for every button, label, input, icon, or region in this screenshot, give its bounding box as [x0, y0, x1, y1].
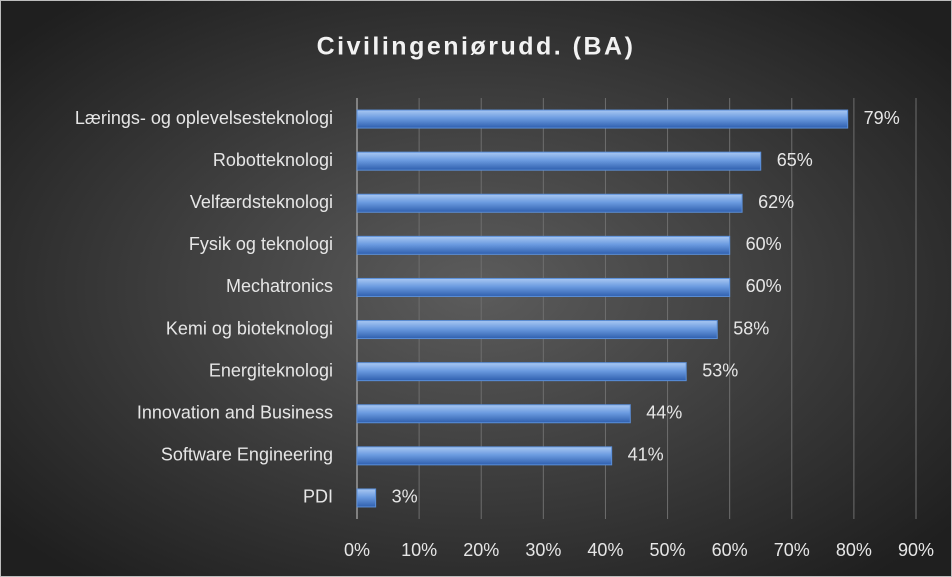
bar	[356, 193, 743, 213]
data-label: 3%	[392, 487, 418, 507]
category-label: Fysik og teknologi	[189, 234, 333, 254]
category-label: Software Engineering	[161, 445, 333, 465]
bar	[356, 362, 687, 382]
bar	[356, 109, 849, 129]
bar	[356, 235, 731, 255]
category-label: Innovation and Business	[137, 403, 333, 423]
category-label: Mechatronics	[226, 276, 333, 296]
x-tick-label: 70%	[774, 540, 810, 560]
category-label: Kemi og bioteknologi	[166, 318, 333, 338]
bar	[356, 277, 731, 297]
category-label: Robotteknologi	[213, 150, 333, 170]
data-label: 60%	[746, 234, 782, 254]
bar	[356, 488, 377, 508]
data-label: 58%	[733, 318, 769, 338]
x-tick-label: 20%	[463, 540, 499, 560]
x-tick-label: 10%	[401, 540, 437, 560]
data-label: 79%	[864, 108, 900, 128]
x-tick-label: 90%	[898, 540, 934, 560]
data-label: 62%	[758, 192, 794, 212]
category-label: Velfærdsteknologi	[190, 192, 333, 212]
x-tick-label: 0%	[344, 540, 370, 560]
data-label: 41%	[628, 445, 664, 465]
bar	[356, 151, 762, 171]
bar	[356, 320, 718, 340]
data-label: 60%	[746, 276, 782, 296]
x-tick-label: 80%	[836, 540, 872, 560]
category-label: PDI	[303, 487, 333, 507]
x-tick-label: 60%	[712, 540, 748, 560]
category-label: Lærings- og oplevelsesteknologi	[75, 108, 333, 128]
bar	[356, 404, 631, 424]
x-tick-label: 30%	[525, 540, 561, 560]
data-label: 65%	[777, 150, 813, 170]
x-tick-label: 50%	[650, 540, 686, 560]
chart-title: Civilingeniørudd. (BA)	[317, 33, 636, 61]
x-tick-label: 40%	[587, 540, 623, 560]
category-label: Energiteknologi	[209, 360, 333, 380]
data-label: 44%	[646, 403, 682, 423]
data-label: 53%	[702, 360, 738, 380]
bar	[356, 446, 613, 466]
